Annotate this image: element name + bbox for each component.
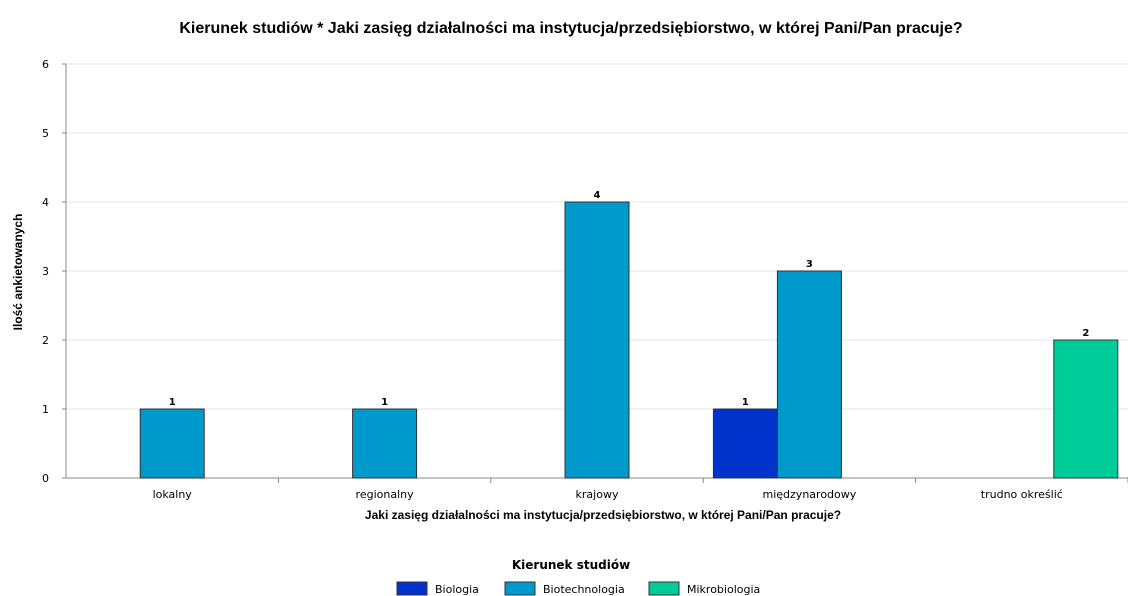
y-axis-ticks: 0 1 2 3 4 5 6 xyxy=(42,58,66,485)
y-tick-label: 3 xyxy=(42,265,49,278)
bar-biotechnologia-3 xyxy=(776,270,842,479)
legend-swatch-biotechnologia xyxy=(504,581,536,596)
legend-label-mikrobiologia: Mikrobiologia xyxy=(687,583,760,596)
x-tick-label: trudno określić xyxy=(981,488,1063,501)
legend-swatch-mikrobiologia xyxy=(648,581,680,596)
x-tick-label: lokalny xyxy=(153,488,193,501)
y-tick-label: 1 xyxy=(42,403,49,416)
bar-biotechnologia-1 xyxy=(352,408,418,479)
bar-mikrobiologia-4 xyxy=(1053,339,1119,479)
y-tick-label: 0 xyxy=(42,472,49,485)
data-labels: 1 1 4 1 3 2 xyxy=(169,190,1090,408)
chart-title: Kierunek studiów * Jaki zasięg działalno… xyxy=(179,20,962,37)
legend-label-biotechnologia: Biotechnologia xyxy=(543,583,625,596)
legend: Kierunek studiów Biologia Biotechnologia M… xyxy=(396,558,760,596)
y-tick-label: 5 xyxy=(42,127,49,140)
data-label: 1 xyxy=(169,397,176,408)
x-axis-ticks: lokalny regionalny krajowy międzynarodowy tr… xyxy=(153,478,1128,501)
legend-label-biologia: Biologia xyxy=(435,583,479,596)
data-label: 2 xyxy=(1082,328,1089,339)
data-label: 3 xyxy=(806,259,813,270)
bar-biotechnologia-0 xyxy=(139,408,205,479)
bars xyxy=(139,201,1119,479)
legend-title: Kierunek studiów xyxy=(512,558,630,572)
bar-biologia-3 xyxy=(712,408,778,479)
data-label: 1 xyxy=(742,397,749,408)
legend-items: Biologia Biotechnologia Mikrobiologia xyxy=(396,581,760,596)
data-label: 4 xyxy=(594,190,601,201)
y-axis-title: Ilość ankietowanych xyxy=(11,214,25,331)
x-axis-title: Jaki zasięg działalności ma instytucja/p… xyxy=(365,508,841,522)
bar-biotechnologia-2 xyxy=(564,201,630,479)
y-tick-label: 2 xyxy=(42,334,49,347)
y-tick-label: 6 xyxy=(42,58,49,71)
x-tick-label: krajowy xyxy=(576,488,619,501)
legend-swatch-biologia xyxy=(396,581,428,596)
data-label: 1 xyxy=(381,397,388,408)
x-tick-label: regionalny xyxy=(356,488,415,501)
x-tick-label: międzynarodowy xyxy=(763,488,857,501)
y-tick-label: 4 xyxy=(42,196,49,209)
